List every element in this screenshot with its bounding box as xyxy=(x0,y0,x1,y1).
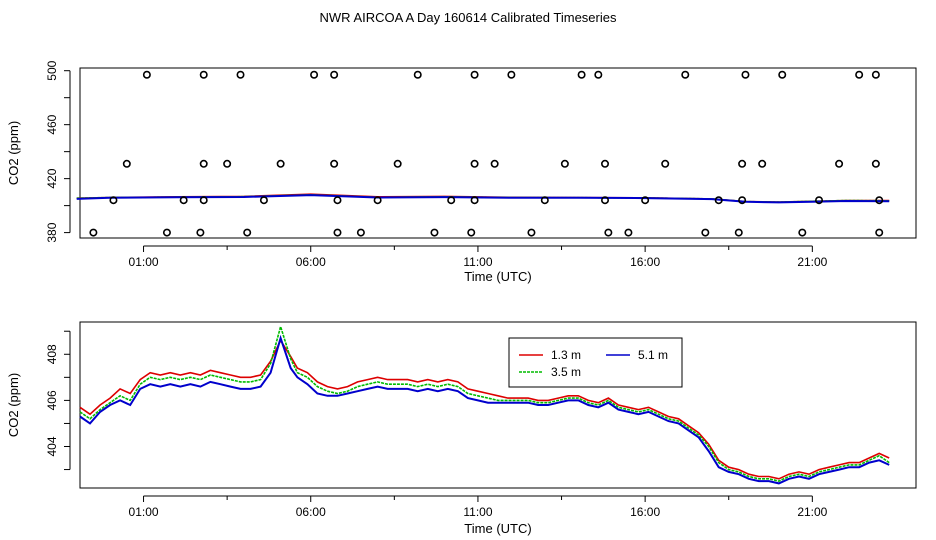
bottom-series-line-35m xyxy=(79,323,890,482)
top-scatter-point xyxy=(199,159,208,168)
top-scatter-point xyxy=(470,70,479,79)
top-scatter-point xyxy=(624,228,633,237)
top-scatter-point xyxy=(641,196,650,205)
top-plot-frame xyxy=(79,67,917,239)
top-scatter-point xyxy=(223,159,232,168)
top-scatter-point xyxy=(778,70,787,79)
top-x-tick-label: 06:00 xyxy=(296,255,326,269)
top-scatter-point xyxy=(734,228,743,237)
bottom-panel: 01:00 06:00 11:00 16:00 21:00 Time (UTC) 404 40… xyxy=(6,321,917,536)
top-scatter-point xyxy=(109,196,118,205)
top-scatter-point xyxy=(741,70,750,79)
top-y-tick-label: 500 xyxy=(45,60,59,80)
top-y-tick-label: 380 xyxy=(45,222,59,242)
bottom-y-tick-label: 406 xyxy=(45,390,59,410)
top-scatter-point xyxy=(594,70,603,79)
bottom-legend-label: 1.3 m xyxy=(551,348,581,362)
bottom-y-tick-label: 404 xyxy=(45,436,59,456)
top-scatter-point xyxy=(540,196,549,205)
bottom-legend-label: 3.5 m xyxy=(551,365,581,379)
top-scatter-point xyxy=(356,228,365,237)
top-scatter-point xyxy=(855,70,864,79)
bottom-x-tick-label: 21:00 xyxy=(797,505,827,519)
top-scatter-point xyxy=(310,70,319,79)
top-scatter-point xyxy=(758,159,767,168)
top-scatter-point xyxy=(601,196,610,205)
top-scatter-point xyxy=(875,228,884,237)
bottom-legend-label: 5.1 m xyxy=(638,348,668,362)
top-scatter-point xyxy=(490,159,499,168)
top-x-axis-label: Time (UTC) xyxy=(464,269,531,284)
bottom-x-axis-label: Time (UTC) xyxy=(464,521,531,536)
top-scatter-point xyxy=(815,196,824,205)
top-scatter-point xyxy=(738,196,747,205)
bottom-y-tick-label: 408 xyxy=(45,344,59,364)
top-scatter-point xyxy=(601,159,610,168)
bottom-x-tick-label: 06:00 xyxy=(296,505,326,519)
bottom-x-tick-label: 01:00 xyxy=(129,505,159,519)
top-scatter-point xyxy=(393,159,402,168)
top-x-tick-label: 01:00 xyxy=(129,255,159,269)
top-scatter-point xyxy=(142,70,151,79)
top-y-axis-label: CO2 (ppm) xyxy=(6,121,21,185)
top-x-tick-label: 16:00 xyxy=(630,255,660,269)
top-scatter-point xyxy=(835,159,844,168)
bottom-series-line-51m xyxy=(79,334,890,485)
top-scatter-point xyxy=(330,159,339,168)
top-scatter-point xyxy=(199,196,208,205)
bottom-legend-box xyxy=(508,337,683,388)
top-y-tick-label: 460 xyxy=(45,114,59,134)
top-scatter-point xyxy=(413,70,422,79)
top-scatter-point xyxy=(373,196,382,205)
top-y-tick-label: 420 xyxy=(45,168,59,188)
top-scatter-point xyxy=(738,159,747,168)
top-scatter-point xyxy=(333,228,342,237)
top-scatter-point xyxy=(447,196,456,205)
top-scatter-point xyxy=(243,228,252,237)
bottom-y-axis-label: CO2 (ppm) xyxy=(6,373,21,437)
bottom-series-line-13m xyxy=(79,338,890,480)
top-scatter-point xyxy=(560,159,569,168)
bottom-plot-frame xyxy=(79,321,917,489)
top-scatter-point xyxy=(701,228,710,237)
chart-title: NWR AIRCOA A Day 160614 Calibrated Times… xyxy=(320,10,617,25)
top-scatter-point xyxy=(527,228,536,237)
top-scatter-point xyxy=(333,196,342,205)
bottom-legend: 1.3 m 3.5 m 5.1 m xyxy=(508,337,683,388)
top-scatter-point xyxy=(470,196,479,205)
top-scatter-point xyxy=(236,70,245,79)
top-scatter-point xyxy=(871,70,880,79)
top-scatter-point xyxy=(577,70,586,79)
top-scatter-point xyxy=(330,70,339,79)
top-scatter-point xyxy=(875,196,884,205)
top-scatter-point xyxy=(259,196,268,205)
top-scatter-point xyxy=(162,228,171,237)
top-scatter-point xyxy=(714,196,723,205)
bottom-x-tick-label: 11:00 xyxy=(463,505,492,519)
top-scatter-point xyxy=(196,228,205,237)
top-x-tick-label: 21:00 xyxy=(797,255,827,269)
top-x-tick-label: 11:00 xyxy=(463,255,492,269)
top-scatter-point xyxy=(681,70,690,79)
top-scatter-point xyxy=(661,159,670,168)
top-scatter-point xyxy=(604,228,613,237)
top-scatter-point xyxy=(276,159,285,168)
top-scatter-point xyxy=(507,70,516,79)
top-scatter-point xyxy=(467,228,476,237)
top-scatter-point xyxy=(199,70,208,79)
bottom-x-tick-label: 16:00 xyxy=(630,505,660,519)
top-scatter-point xyxy=(871,159,880,168)
top-scatter-point xyxy=(179,196,188,205)
top-scatter-point xyxy=(798,228,807,237)
top-panel: 01:00 06:00 11:00 16:00 21:00 Time (UTC) 380 42… xyxy=(6,60,917,284)
top-scatter-point xyxy=(89,228,98,237)
top-scatter-point xyxy=(470,159,479,168)
top-scatter-point xyxy=(122,159,131,168)
top-scatter-point xyxy=(430,228,439,237)
